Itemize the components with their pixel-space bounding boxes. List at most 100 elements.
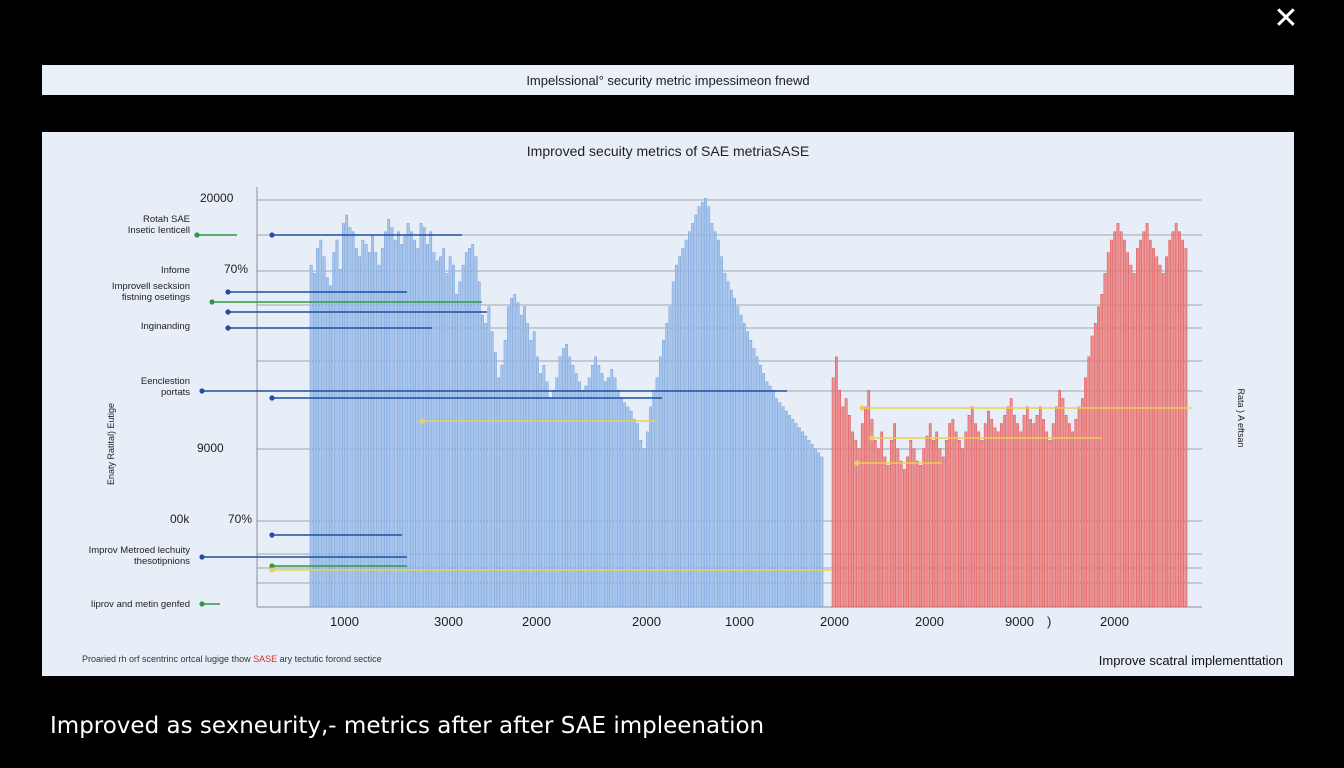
before-sase-bar xyxy=(410,231,413,608)
before-sase-bar xyxy=(707,206,711,608)
before-sase-bar xyxy=(620,398,623,608)
after-sase-bar xyxy=(835,356,838,608)
after-sase-bar xyxy=(1071,431,1074,608)
after-sase-bar xyxy=(919,465,922,608)
before-sase-bar xyxy=(781,406,785,608)
before-sase-bar xyxy=(610,369,614,608)
after-sase-bar xyxy=(1093,323,1097,608)
after-sase-bar xyxy=(932,440,935,608)
before-sase-bar xyxy=(691,223,694,608)
before-sase-bar xyxy=(639,440,643,608)
connector-marker xyxy=(269,567,275,573)
after-sase-bar xyxy=(831,377,835,608)
before-sase-bar xyxy=(455,294,458,608)
row-label: Improv Metroed lechuity xyxy=(89,545,191,556)
after-sase-bar xyxy=(1132,273,1136,608)
before-sase-bar xyxy=(649,406,652,608)
after-sase-bar xyxy=(1142,231,1146,608)
footer-note: Proaried rh orf scentrinc ortcal lugige … xyxy=(82,654,382,664)
after-sase-bar xyxy=(1022,414,1026,608)
before-sase-bar xyxy=(804,435,808,608)
before-sase-bar xyxy=(490,331,494,608)
x-tick-label: 2000 xyxy=(1100,614,1129,629)
after-sase-bar xyxy=(1155,256,1159,608)
after-sase-bar xyxy=(1113,231,1117,608)
after-sase-bar xyxy=(912,448,916,608)
connector-marker xyxy=(194,232,200,238)
after-sase-bar xyxy=(854,440,858,608)
before-sase-bar xyxy=(542,364,546,608)
after-sase-bar xyxy=(1000,423,1003,608)
after-sase-bar xyxy=(928,423,932,608)
before-sase-bar xyxy=(807,440,811,608)
before-sase-bar xyxy=(393,239,397,608)
row-label: Improvell secksion xyxy=(112,281,190,292)
before-sase-bar xyxy=(742,323,746,608)
before-sase-bar xyxy=(516,302,520,608)
before-sase-bar xyxy=(497,377,500,608)
before-sase-bar xyxy=(332,252,336,608)
after-sase-bar xyxy=(1165,256,1168,608)
after-sase-bar xyxy=(893,423,896,608)
after-sase-bar xyxy=(961,448,964,608)
after-sase-bar xyxy=(1019,431,1023,608)
before-sase-bar xyxy=(726,281,730,608)
after-sase-bar xyxy=(1084,377,1087,608)
connector-marker xyxy=(269,563,275,569)
before-sase-bar xyxy=(322,256,326,608)
after-sase-bar xyxy=(1168,239,1172,608)
after-sase-bar xyxy=(1068,423,1071,608)
before-sase-bar xyxy=(435,260,439,608)
before-sase-bar xyxy=(700,202,704,608)
before-sase-bar xyxy=(519,314,523,608)
before-sase-bar xyxy=(319,239,323,608)
after-sase-bar xyxy=(877,448,880,608)
y-tick-label: 70% xyxy=(228,512,252,526)
before-sase-bar xyxy=(759,364,762,608)
after-sase-bar xyxy=(1119,231,1123,608)
before-sase-bar xyxy=(817,452,820,608)
after-sase-bar xyxy=(1038,406,1042,608)
before-sase-bar xyxy=(377,264,381,608)
after-sase-bar xyxy=(880,431,884,608)
after-sase-bar xyxy=(1029,419,1032,608)
before-sase-bar xyxy=(422,227,426,608)
before-sase-bar xyxy=(523,306,526,608)
before-sase-bar xyxy=(335,239,339,608)
after-sase-bar xyxy=(1178,231,1181,608)
after-sase-bar xyxy=(1077,406,1081,608)
after-sase-bar xyxy=(938,448,942,608)
before-sase-bar xyxy=(752,348,756,608)
before-sase-bar xyxy=(458,281,462,608)
after-sase-bar xyxy=(838,389,841,608)
before-sase-bar xyxy=(633,419,636,608)
row-label: Iiprov and metin genfed xyxy=(91,599,190,610)
before-sase-bar xyxy=(484,323,488,608)
close-icon[interactable]: ✕ xyxy=(1273,1,1299,36)
after-sase-bar xyxy=(1016,423,1019,608)
after-sase-bar xyxy=(1025,406,1029,608)
before-sase-bar xyxy=(329,285,332,608)
before-sase-bar xyxy=(762,373,766,608)
connector-marker xyxy=(209,299,215,305)
y-axis-label-left: Enaty Ratital) Eutige xyxy=(106,403,116,485)
before-sase-bar xyxy=(581,389,585,608)
after-sase-bar xyxy=(1006,406,1010,608)
after-sase-bar xyxy=(1148,239,1152,608)
before-sase-bar xyxy=(358,256,361,608)
after-sase-bar xyxy=(1174,223,1178,608)
after-sase-bar xyxy=(1110,239,1113,608)
before-sase-bar xyxy=(697,206,701,608)
footer-note-highlight: SASE xyxy=(253,654,278,664)
before-sase-bar xyxy=(658,356,662,608)
after-sase-bar xyxy=(1090,335,1094,608)
after-sase-bar xyxy=(974,423,977,608)
before-sase-bar xyxy=(794,423,798,608)
before-sase-bar xyxy=(471,244,475,608)
y-tick-label: 20000 xyxy=(200,191,234,205)
after-sase-bar xyxy=(1123,239,1126,608)
before-sase-bar xyxy=(561,348,565,608)
before-sase-bar xyxy=(801,431,804,608)
after-sase-bar xyxy=(864,406,867,608)
y-axis-label-right: Rata ) A eftsan xyxy=(1236,388,1246,447)
